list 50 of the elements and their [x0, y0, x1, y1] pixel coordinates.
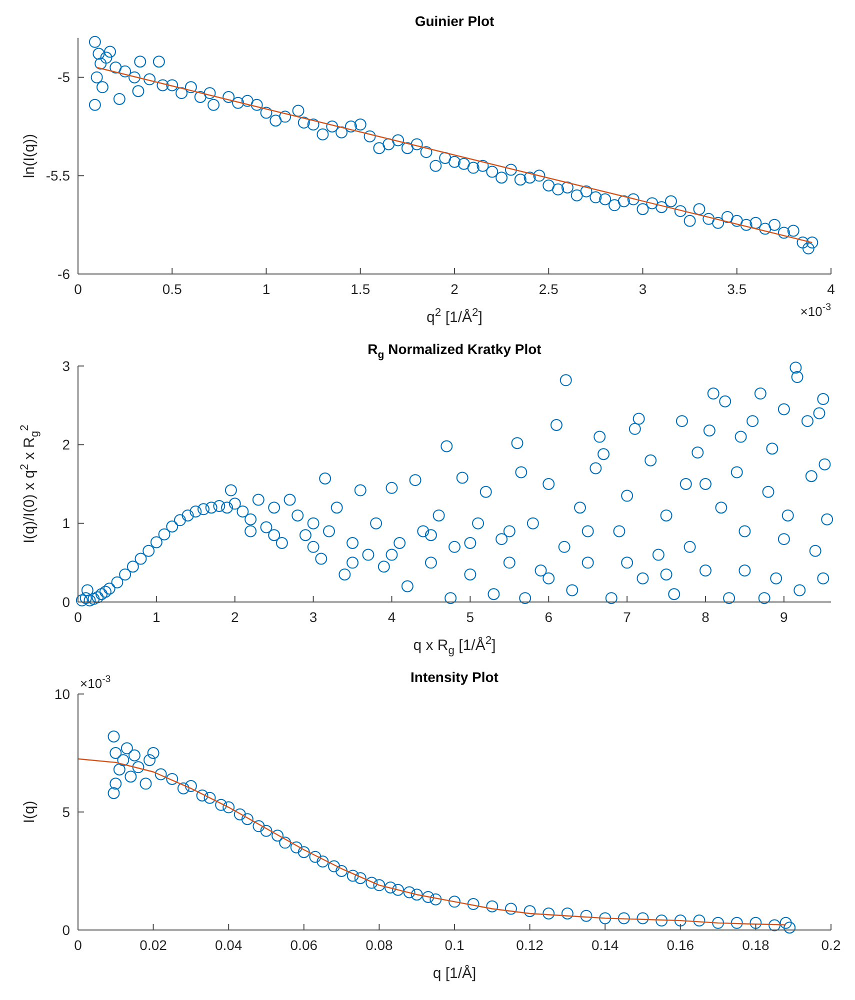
x-tick-label: 0.14 — [591, 937, 619, 953]
x-tick-label: 2.5 — [538, 281, 559, 297]
x-tick-label: 1.5 — [350, 281, 370, 297]
x-tick-label: 7 — [623, 609, 632, 625]
chart-title: Guinier Plot — [414, 13, 495, 29]
text: ×10$^{-3}$ — [800, 302, 831, 319]
x-tick-label: 2 — [230, 609, 239, 625]
x-tick-label: 0 — [74, 609, 82, 625]
y-axis-title: ln(I(q)) — [21, 134, 38, 178]
x-tick-label: 6 — [544, 609, 553, 625]
y-tick-label: 2 — [62, 436, 70, 453]
x-tick-label: 1 — [262, 281, 270, 297]
y-tick-label: 0 — [62, 922, 70, 938]
y-tick-label: -6 — [58, 266, 70, 282]
x-tick-label: 3 — [638, 281, 647, 297]
x-axis-title: q [1/Å] — [432, 964, 476, 982]
x-tick-label: 0.12 — [516, 937, 544, 953]
y-tick-label: 10 — [54, 686, 70, 702]
x-tick-label: 0.16 — [666, 937, 694, 953]
x-tick-label: 0.5 — [162, 281, 182, 297]
y-tick-label: 1 — [62, 515, 70, 532]
x-tick-label: 8 — [702, 609, 710, 625]
x-tick-label: 1 — [152, 609, 161, 625]
x-tick-label: 5 — [466, 609, 474, 625]
x-axis-title: q x R$_{g}$ [1/Å$^{2}$] — [413, 635, 496, 657]
y-tick-label: 5 — [62, 804, 70, 820]
x-tick-label: 3.5 — [727, 281, 747, 297]
y-axis-title: I(q) — [21, 800, 38, 824]
x-tick-label: 0.04 — [214, 937, 242, 953]
x-tick-label: 2 — [450, 281, 459, 297]
y-tick-label: 0 — [62, 594, 70, 610]
y-tick-label: -5 — [58, 69, 70, 86]
y-tick-label: -5.5 — [46, 168, 70, 184]
x-tick-label: 0.08 — [366, 937, 394, 953]
x-tick-label: 0.02 — [140, 937, 168, 953]
x-tick-label: 0.2 — [821, 937, 841, 953]
x-tick-label: 3 — [309, 609, 318, 625]
x-tick-label: 0 — [74, 937, 82, 953]
x-tick-label: 4 — [388, 609, 396, 625]
x-tick-label: 9 — [780, 609, 788, 625]
x-tick-label: 4 — [827, 281, 836, 297]
y-tick-label: 3 — [62, 358, 70, 374]
x-tick-label: 0.18 — [742, 937, 770, 953]
x-axis-title: q$^{2}$ [1/Å$^{2}$] — [426, 307, 482, 326]
x-tick-label: 0 — [74, 281, 82, 297]
x-tick-label: 0.1 — [444, 937, 464, 953]
chart-title: Intensity Plot — [410, 669, 499, 685]
x-tick-label: 0.06 — [290, 937, 318, 953]
chart-title: R$_{g}$ Normalized Kratky Plot — [368, 341, 542, 361]
text: ×10$^{-3}$ — [80, 674, 111, 691]
